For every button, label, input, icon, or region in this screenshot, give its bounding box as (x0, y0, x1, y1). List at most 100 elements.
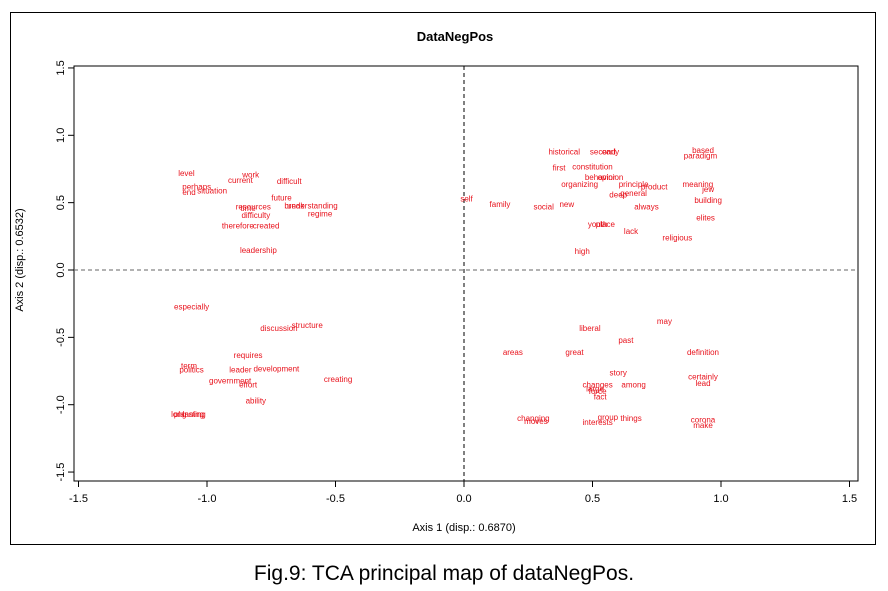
point-label: definition (687, 348, 719, 357)
point-label: certainly (688, 372, 718, 381)
reference-lines (74, 66, 858, 481)
point-label: lasting (183, 410, 206, 419)
point-label: behavior (585, 173, 616, 182)
point-label: youth (588, 220, 608, 229)
y-tick-label: 0.5 (55, 195, 67, 210)
point-label: based (692, 146, 714, 155)
point-label: new (559, 200, 574, 209)
point-label: situation (197, 187, 227, 196)
point-label: constitution (572, 162, 612, 171)
point-label: requires (234, 351, 263, 360)
point-label: opinion (598, 173, 624, 182)
y-axis: -1.5 -1.0 -0.5 0.0 0.5 1.0 1.5 (55, 60, 74, 482)
point-label: therefore (222, 222, 255, 231)
point-label: interests (583, 418, 613, 427)
x-axis-label: Axis 1 (disp.: 0.6870) (412, 522, 515, 534)
point-label: level (178, 169, 195, 178)
point-label: always (634, 203, 658, 212)
point-label: fact (594, 393, 608, 402)
point-label: meaning (683, 180, 714, 189)
point-label: historical (548, 147, 580, 156)
y-tick-label: 1.0 (55, 128, 67, 143)
chart-title: DataNegPos (417, 29, 494, 44)
x-tick-label: -1.0 (198, 493, 217, 505)
point-label: general (620, 189, 647, 198)
point-label: force (589, 387, 607, 396)
point-label: areas (503, 348, 523, 357)
point-label: corona (691, 416, 716, 425)
point-label: jew (701, 185, 714, 194)
point-label: future (271, 193, 292, 202)
point-label: understanding (287, 201, 338, 210)
x-tick-label: 1.0 (713, 493, 728, 505)
point-label: perhaps (182, 182, 211, 191)
point-label: leader (229, 366, 252, 375)
point-label: difficult (277, 177, 303, 186)
point-label: break (284, 201, 305, 210)
point-label: social (533, 203, 554, 212)
point-label: story (610, 368, 627, 377)
point-label: past (618, 336, 634, 345)
point-label: may (657, 317, 672, 326)
point-label: early (602, 147, 619, 156)
x-tick-label: 1.5 (842, 493, 857, 505)
point-label: religious (662, 234, 692, 243)
point-label: work (241, 170, 260, 179)
y-tick-label: 1.5 (55, 60, 67, 75)
y-axis-label: Axis 2 (disp.: 0.6532) (14, 208, 26, 311)
point-label: resources (236, 203, 271, 212)
x-tick-label: -1.5 (69, 493, 88, 505)
point-label: structure (292, 321, 324, 330)
point-label: lack (624, 227, 639, 236)
figure-caption: Fig.9: TCA principal map of dataNegPos. (253, 562, 635, 585)
point-label: planning (174, 410, 204, 419)
point-label: moves (524, 417, 548, 426)
y-tick-label: 0.0 (55, 262, 67, 277)
point-label: lead (695, 379, 710, 388)
point-label: government (209, 376, 252, 385)
point-label: place (596, 220, 616, 229)
point-label: time (241, 204, 257, 213)
point-label: long (171, 410, 186, 419)
point-label: effort (239, 380, 258, 389)
point-label: liberal (579, 324, 601, 333)
point-label: make (693, 421, 713, 430)
point-label: term (181, 362, 197, 371)
point-label: current (228, 176, 254, 185)
point-label: discussion (260, 324, 297, 333)
point-label: ability (246, 397, 266, 406)
point-label: among (621, 380, 645, 389)
point-label: changing (517, 414, 549, 423)
x-tick-label: 0.5 (585, 493, 600, 505)
point-label: building (694, 196, 722, 205)
y-tick-label: -1.0 (55, 395, 67, 414)
x-tick-label: -0.5 (326, 493, 345, 505)
x-axis: -1.5 -1.0 -0.5 0.0 0.5 1.0 1.5 (69, 481, 857, 505)
point-label: self (460, 195, 473, 204)
point-label: leadership (240, 246, 277, 255)
point-label: product (641, 182, 668, 191)
point-label: things (620, 414, 641, 423)
point-label: creating (324, 375, 352, 384)
point-label: family (490, 200, 511, 209)
point-label: deep (609, 191, 627, 200)
y-tick-label: -0.5 (55, 328, 67, 347)
point-label: paradigm (684, 152, 718, 161)
point-label: politics (179, 366, 203, 375)
point-label: high (575, 247, 590, 256)
plot-area-box (73, 65, 859, 482)
point-label: second (590, 147, 616, 156)
figure-frame: DataNegPos -1.5 -1.0 -0.5 0.0 0.5 1.0 1.5 -1.5… (10, 12, 876, 545)
point-label: end (182, 188, 195, 197)
point-label: difficulty (241, 211, 270, 220)
point-label: regime (308, 209, 333, 218)
point-label: large (586, 385, 604, 394)
point-label: great (565, 348, 584, 357)
point-label: changes (583, 380, 613, 389)
point-label: principle (619, 180, 649, 189)
point-label: first (553, 164, 567, 173)
point-label: organizing (561, 180, 598, 189)
point-label: group (598, 413, 619, 422)
point-label: elites (696, 213, 715, 222)
